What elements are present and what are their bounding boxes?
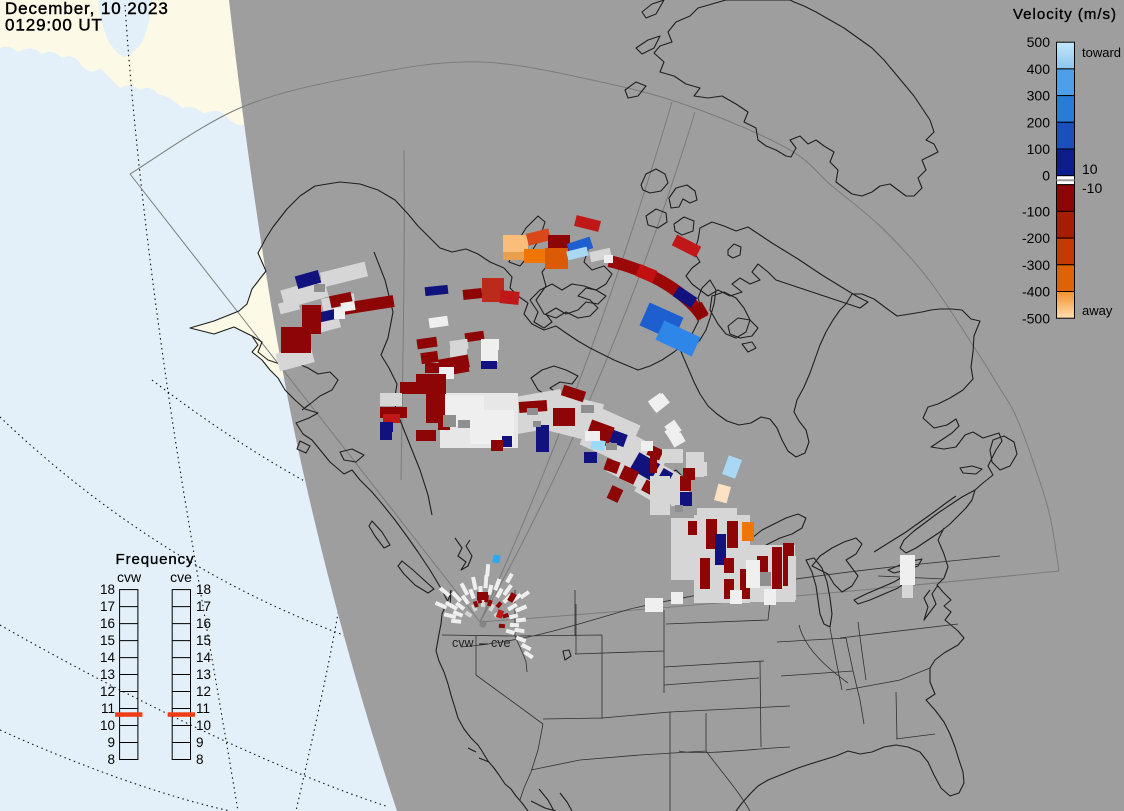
- svg-text:15: 15: [100, 633, 115, 648]
- svg-text:12: 12: [196, 684, 211, 699]
- svg-text:15: 15: [196, 633, 211, 648]
- svg-text:cvw: cvw: [452, 636, 475, 650]
- svg-text:9: 9: [107, 735, 115, 750]
- svg-text:500: 500: [1027, 34, 1051, 50]
- svg-text:toward: toward: [1082, 45, 1121, 60]
- svg-text:-100: -100: [1022, 204, 1050, 220]
- svg-text:-200: -200: [1022, 230, 1050, 246]
- svg-text:17: 17: [196, 599, 211, 614]
- svg-text:8: 8: [107, 752, 115, 767]
- svg-text:0: 0: [1042, 168, 1050, 184]
- svg-text:Velocity (m/s): Velocity (m/s): [1013, 6, 1117, 23]
- svg-text:11: 11: [101, 701, 115, 716]
- svg-text:13: 13: [100, 667, 115, 682]
- svg-text:300: 300: [1027, 88, 1051, 104]
- svg-text:10: 10: [196, 718, 211, 733]
- svg-text:200: 200: [1027, 114, 1051, 130]
- svg-text:18: 18: [196, 582, 211, 597]
- svg-text:10: 10: [100, 718, 115, 733]
- svg-text:17: 17: [100, 599, 115, 614]
- svg-text:100: 100: [1027, 141, 1051, 157]
- svg-text:0129:00 UT: 0129:00 UT: [5, 16, 103, 35]
- svg-text:cve: cve: [170, 569, 192, 585]
- svg-text:cvw: cvw: [117, 569, 142, 585]
- svg-text:14: 14: [196, 650, 212, 665]
- svg-text:18: 18: [100, 582, 115, 597]
- svg-text:December, 10 2023: December, 10 2023: [5, 0, 169, 18]
- svg-text:11: 11: [196, 701, 210, 716]
- svg-text:away: away: [1082, 303, 1113, 318]
- svg-text:Frequency: Frequency: [116, 551, 195, 568]
- svg-text:-500: -500: [1022, 310, 1050, 326]
- svg-text:14: 14: [100, 650, 116, 665]
- svg-text:16: 16: [100, 616, 115, 631]
- svg-text:16: 16: [196, 616, 211, 631]
- svg-text:cve: cve: [491, 636, 511, 650]
- svg-text:-300: -300: [1022, 257, 1050, 273]
- svg-text:12: 12: [100, 684, 115, 699]
- svg-text:8: 8: [196, 752, 204, 767]
- svg-text:400: 400: [1027, 61, 1051, 77]
- svg-text:13: 13: [196, 667, 211, 682]
- svg-text:10: 10: [1082, 161, 1098, 177]
- svg-text:-400: -400: [1022, 284, 1050, 300]
- svg-text:9: 9: [196, 735, 204, 750]
- svg-text:-10: -10: [1082, 180, 1102, 196]
